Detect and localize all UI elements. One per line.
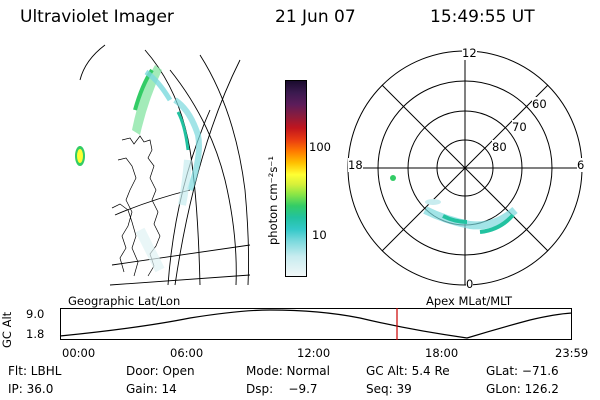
- mlt-label-18: 18: [348, 158, 363, 172]
- timeline-xtick-0000: 00:00: [62, 346, 96, 360]
- instrument-title: Ultraviolet Imager: [20, 7, 174, 27]
- gain-readout: Gain: 14: [126, 382, 177, 396]
- date-label: 21 Jun 07: [275, 7, 356, 27]
- gc-alt-readout: GC Alt: 5.4 Re: [366, 364, 450, 378]
- timeline-right-title: Apex MLat/MLT: [426, 294, 513, 308]
- timeline-xtick-1800: 18:00: [425, 346, 459, 360]
- mlt-label-0: 0: [466, 277, 474, 291]
- polar-mlat-mlt-plot: [347, 50, 583, 286]
- dsp-readout: Dsp: −9.7: [246, 382, 318, 396]
- timeline-left-title: Geographic Lat/Lon: [68, 294, 181, 308]
- timeline-xtick-0600: 06:00: [170, 346, 204, 360]
- time-label: 15:49:55 UT: [430, 7, 535, 27]
- seq-readout: Seq: 39: [366, 382, 412, 396]
- filter-readout: Flt: LBHL: [8, 364, 62, 378]
- mlt-label-12: 12: [462, 46, 477, 60]
- timeline-ytick-bottom: 1.8: [26, 327, 45, 341]
- geographic-image-panel: [75, 44, 251, 286]
- glat-readout: GLat: −71.6: [486, 364, 559, 378]
- ip-readout: IP: 36.0: [8, 382, 54, 396]
- lat-label-70: 70: [512, 120, 527, 134]
- mlt-label-6: 6: [577, 158, 585, 172]
- lat-label-80: 80: [492, 140, 507, 154]
- altitude-timeline: [59, 308, 573, 340]
- lat-label-60: 60: [532, 97, 547, 111]
- colorbar-tick-100: 100: [309, 140, 331, 154]
- glon-readout: GLon: 126.2: [486, 382, 559, 396]
- colorbar-tick-10: 10: [312, 228, 327, 242]
- door-readout: Door: Open: [126, 364, 195, 378]
- timeline-xtick-2359: 23:59: [555, 346, 589, 360]
- timeline-ytick-top: 9.0: [26, 307, 45, 321]
- timeline-xtick-1200: 12:00: [297, 346, 331, 360]
- timeline-axis-label: GC Alt: [0, 311, 14, 348]
- colorbar-units-label: photon cm⁻²s⁻¹: [266, 156, 280, 245]
- mode-readout: Mode: Normal: [246, 364, 330, 378]
- colorbar: [285, 80, 307, 277]
